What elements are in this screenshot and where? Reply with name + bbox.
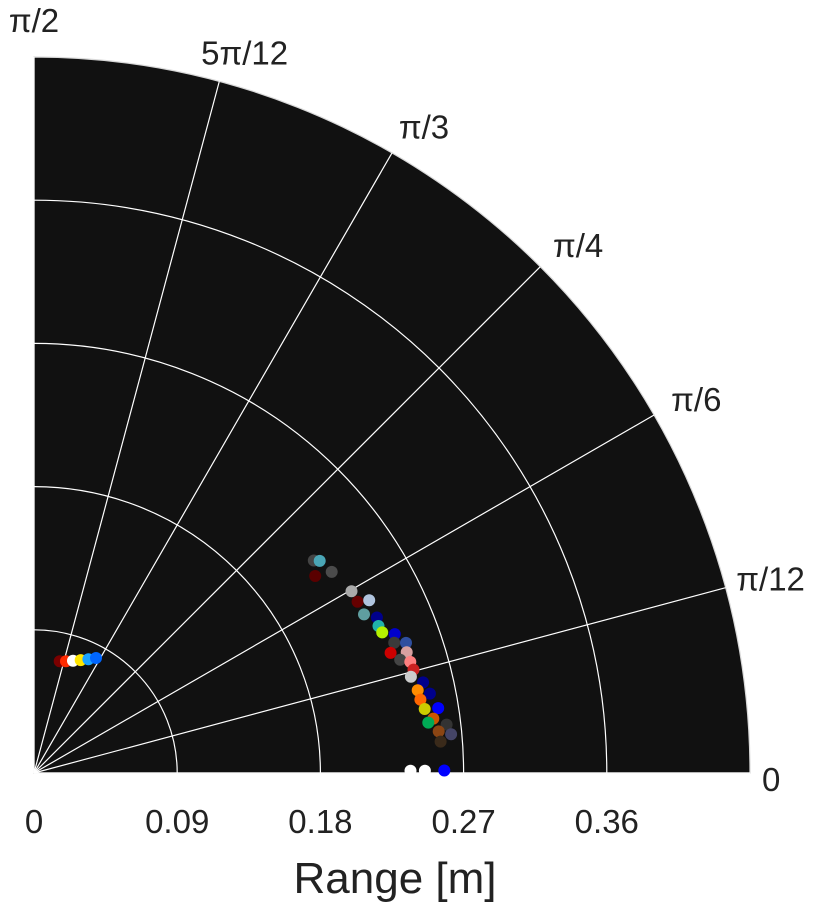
data-point-9 xyxy=(325,565,338,578)
angle-tick-label-0: 0 xyxy=(762,761,780,798)
data-point-11 xyxy=(351,595,364,608)
data-point-17 xyxy=(388,628,401,641)
data-point-31 xyxy=(432,702,445,715)
data-point-29 xyxy=(414,693,427,706)
angle-gridline-2 xyxy=(33,414,655,774)
data-point-12 xyxy=(363,594,376,607)
angle-tick-labels: 0 π/12 π/6 π/4 π/3 5π/12 π/2 xyxy=(9,2,805,798)
range-tick-label-1: 0.09 xyxy=(145,803,209,840)
angle-tick-label-1: π/12 xyxy=(736,560,805,597)
angle-tick-label-2: π/6 xyxy=(671,381,721,418)
angle-gridline-3 xyxy=(33,266,541,774)
data-point-36 xyxy=(445,728,458,741)
data-point-27 xyxy=(411,684,424,697)
data-point-7 xyxy=(313,554,326,567)
angle-tick-label-3: π/4 xyxy=(553,227,603,264)
range-tick-label-2: 0.18 xyxy=(288,803,352,840)
x-axis-label: Range [m] xyxy=(294,854,497,903)
data-point-18 xyxy=(388,636,401,649)
range-tick-label-0: 0 xyxy=(25,803,43,840)
range-tick-labels: 0 0.09 0.18 0.27 0.36 xyxy=(25,803,639,840)
data-point-22 xyxy=(394,653,407,666)
data-point-8 xyxy=(309,570,322,582)
data-point-37 xyxy=(434,735,447,748)
data-point-40 xyxy=(438,764,451,777)
data-point-16 xyxy=(376,626,389,639)
range-tick-label-3: 0.27 xyxy=(431,803,495,840)
data-point-30 xyxy=(418,703,431,715)
grid xyxy=(33,56,750,774)
angle-tick-label-4: π/3 xyxy=(399,109,449,146)
data-point-19 xyxy=(400,636,412,649)
data-point-28 xyxy=(423,687,436,700)
data-point-38 xyxy=(404,764,417,777)
data-point-39 xyxy=(418,764,431,777)
data-points xyxy=(53,554,458,777)
data-point-5 xyxy=(90,652,102,664)
angle-tick-label-6: π/2 xyxy=(9,2,59,39)
angle-tick-label-5: 5π/12 xyxy=(201,34,288,71)
range-tick-label-4: 0.36 xyxy=(575,803,639,840)
data-point-35 xyxy=(432,725,445,738)
data-point-20 xyxy=(384,646,397,659)
angle-gridline-1 xyxy=(33,587,726,774)
data-point-34 xyxy=(440,718,453,731)
data-point-10 xyxy=(345,585,358,598)
data-point-25 xyxy=(404,670,417,683)
data-point-13 xyxy=(358,608,370,621)
angle-gridline-4 xyxy=(33,152,393,774)
data-point-33 xyxy=(422,716,435,729)
